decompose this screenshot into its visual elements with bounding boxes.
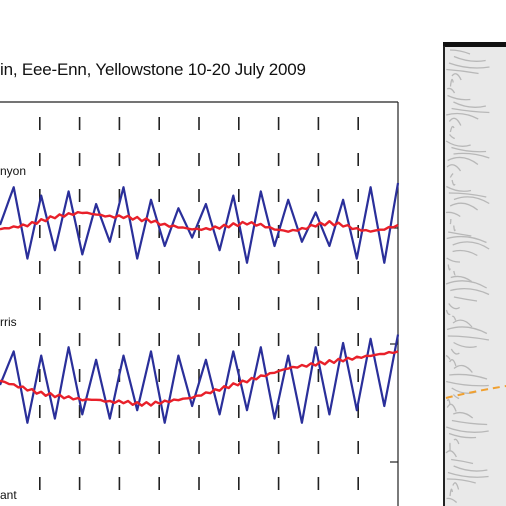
map-terrain-shading (449, 359, 457, 367)
series-line-2-1 (0, 334, 400, 424)
map-terrain-shading (446, 326, 488, 335)
map-terrain-shading (445, 450, 457, 458)
map-terrain-shading (452, 249, 478, 257)
map-terrain-shading (451, 458, 474, 465)
map-terrain-shading (452, 319, 473, 328)
map-terrain-shading (446, 257, 461, 263)
map-terrain-shading (453, 296, 478, 302)
map-terrain-shading (447, 156, 479, 166)
map-terrain-shading (445, 354, 451, 360)
map-terrain-shading (446, 398, 451, 406)
station-label-2: rris (0, 315, 17, 329)
map-terrain-shading (446, 426, 489, 433)
map-terrain-shading (453, 364, 473, 373)
chart-title: in, Eee-Enn, Yellowstone 10-20 July 2009 (0, 60, 306, 79)
map-terrain-shading (446, 380, 489, 387)
map-terrain-shading (448, 432, 477, 439)
station-label-3: ant (0, 488, 17, 502)
map-top-border (443, 42, 506, 47)
map-terrain-shading (450, 287, 490, 296)
map-terrain-shading (453, 465, 488, 472)
map-terrain-shading (448, 62, 490, 69)
map-terrain-shading (453, 438, 460, 445)
map-terrain-shading (452, 241, 490, 250)
map-terrain-shading (453, 55, 486, 62)
map-terrain-shading (445, 309, 451, 316)
map-terrain-shading (447, 264, 451, 271)
map-terrain-shading (449, 488, 454, 497)
map-terrain-shading (445, 211, 461, 218)
map-terrain-shading (449, 373, 488, 380)
map-terrain-shading (451, 315, 457, 321)
map-terrain-shading (448, 231, 472, 237)
map-terrain-shading (446, 68, 479, 75)
map-terrain-shading (447, 94, 471, 101)
map-terrain-shading (449, 78, 454, 87)
map-terrain-shading (445, 140, 471, 147)
map-terrain-shading (450, 275, 473, 283)
map-terrain-shading (449, 173, 454, 178)
map-terrain-shading (448, 117, 462, 126)
map-terrain-shading (451, 146, 487, 153)
map-terrain-shading (449, 134, 455, 140)
map-terrain-shading (452, 394, 460, 400)
map-terrain-shading (450, 348, 460, 355)
map-terrain-shading (446, 403, 457, 412)
map-terrain-shading (446, 235, 487, 244)
map-terrain-shading (445, 112, 479, 120)
series-line-2-2 (0, 350, 399, 407)
map-terrain-shading (453, 101, 487, 108)
map-terrain-shading (449, 125, 455, 133)
map-terrain-shading (448, 303, 461, 310)
map-terrain-shading (451, 179, 456, 186)
map-terrain-shading (446, 164, 462, 172)
map-terrain-shading (453, 152, 490, 159)
map-terrain-shading (452, 482, 460, 490)
map-terrain-shading (449, 202, 479, 211)
map-boundary-line (445, 385, 506, 399)
map-terrain-shading (446, 87, 456, 94)
map-terrain-shading (453, 270, 456, 276)
map-terrain-shading (451, 419, 488, 426)
map-terrain-shading (446, 497, 458, 503)
map-terrain-shading (453, 341, 477, 348)
series-line-1-2 (0, 211, 399, 233)
series-line-1-1 (0, 182, 400, 264)
map-terrain-shading (447, 471, 489, 478)
map-terrain-shading (453, 225, 456, 232)
map-terrain-shading (446, 478, 476, 484)
map-terrain-shading (449, 49, 471, 55)
map-background (443, 42, 506, 506)
map-terrain-shading (448, 192, 487, 198)
map-terrain-shading (451, 107, 490, 114)
map-terrain-shading (445, 280, 487, 289)
map-terrain-shading (453, 411, 474, 419)
station-label-1: nyon (0, 164, 27, 178)
map-terrain-shading (446, 185, 472, 192)
map-terrain-shading (449, 218, 452, 225)
map-terrain-shading (447, 335, 490, 341)
map-terrain-shading (451, 73, 462, 81)
map-terrain-shading (453, 196, 490, 205)
